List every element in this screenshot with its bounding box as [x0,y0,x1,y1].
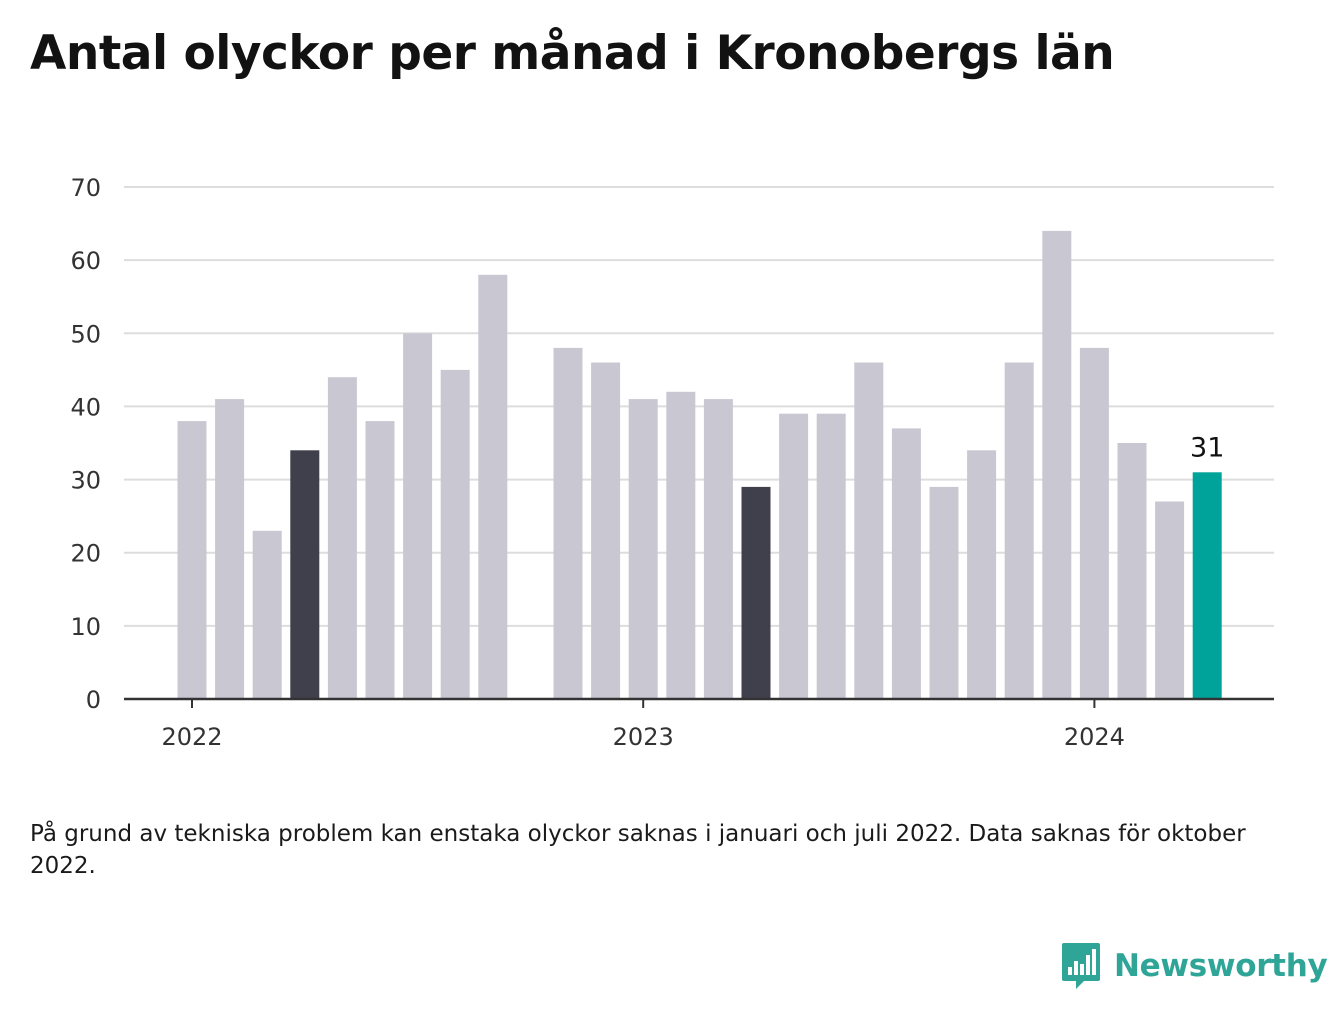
bar-2022-06 [365,421,395,699]
bar-2023-07 [854,362,884,699]
bar-2022-07 [403,333,433,699]
x-tick-label: 2023 [613,723,674,751]
x-axis-ticks: 2022 2023 2024 [161,699,1125,751]
bar-2023-01 [628,399,658,699]
y-axis-ticks: 0 10 20 30 40 50 60 70 [70,174,101,714]
y-tick-label: 70 [70,174,101,202]
bar-chart: 0 10 20 30 40 50 60 70 2022 2023 2024 31 [70,174,1274,751]
bar-2022-11 [553,347,583,699]
x-tick-label: 2024 [1064,723,1125,751]
y-tick-label: 10 [70,613,101,641]
data-label: 31 [1190,432,1224,463]
y-tick-label: 40 [70,393,101,421]
bar-2022-02 [215,399,245,699]
newsworthy-logo-icon [1062,943,1100,989]
annotations: 31 [1190,432,1224,463]
brand-name: Newsworthy [1114,948,1328,984]
y-tick-label: 60 [70,247,101,275]
y-tick-label: 50 [70,320,101,348]
bar-2023-08 [891,428,921,699]
bar-2023-11 [1004,362,1034,699]
bar-2023-09 [929,486,959,699]
bar-2023-02 [666,391,696,699]
bar-2024-04 [1192,472,1222,699]
bar-2023-06 [816,413,846,699]
bar-2024-02 [1117,443,1147,699]
bar-2022-12 [591,362,621,699]
bar-2022-08 [440,369,470,699]
y-tick-label: 0 [86,686,101,714]
bar-2022-04 [290,450,320,699]
bar-2022-09 [478,274,508,699]
y-tick-label: 30 [70,467,101,495]
bar-2023-12 [1042,230,1072,699]
bar-2022-05 [327,377,357,699]
footnote: På grund av tekniska problem kan enstaka… [30,821,1246,879]
y-tick-label: 20 [70,540,101,568]
bars [177,230,1222,699]
bar-2024-03 [1155,501,1185,699]
chart-title: Antal olyckor per månad i Kronobergs län [30,26,1115,81]
bar-2023-10 [967,450,997,699]
bar-2022-01 [177,421,207,699]
bar-2023-05 [779,413,809,699]
brand[interactable]: Newsworthy [1060,940,1328,992]
bar-2024-01 [1079,347,1109,699]
bar-2023-03 [703,399,733,699]
bar-2022-03 [252,530,282,699]
bar-2023-04 [741,486,771,699]
x-tick-label: 2022 [161,723,222,751]
